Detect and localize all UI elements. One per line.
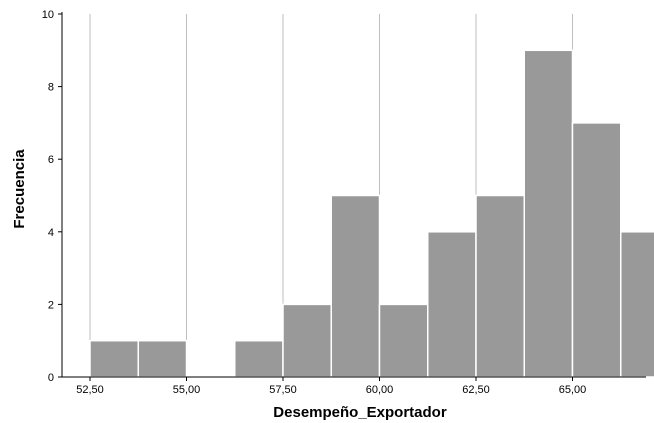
bars-layer <box>89 49 654 378</box>
histogram-bar-3 <box>234 339 284 378</box>
x-tick-label-4: 62,50 <box>462 384 490 396</box>
histogram-bar-7 <box>427 231 477 378</box>
histogram-bar-1 <box>137 339 188 378</box>
histogram-bar-9 <box>523 49 574 378</box>
histogram-bar-11 <box>620 231 654 378</box>
axes-layer <box>61 12 646 378</box>
y-tick-label-2: 4 <box>48 227 54 239</box>
histogram-bar-4 <box>282 303 332 378</box>
histogram-bar-0 <box>89 339 139 378</box>
y-tick-label-1: 2 <box>48 299 54 311</box>
histogram-bar-5 <box>330 194 381 378</box>
histogram-bar-8 <box>475 194 525 378</box>
x-tick-label-0: 52,50 <box>76 384 104 396</box>
x-tick-label-2: 57,50 <box>269 384 297 396</box>
histogram-bar-10 <box>571 122 622 378</box>
y-tick-label-0: 0 <box>48 372 54 384</box>
x-tick-label-3: 60,00 <box>366 384 394 396</box>
x-tick-label-5: 65,00 <box>559 384 587 396</box>
ticks-layer: 0 2 4 6 8 10 52,50 55,00 57,50 60,00 62,50 65,00 <box>42 9 587 396</box>
y-tick-label-3: 6 <box>48 154 54 166</box>
y-tick-label-4: 8 <box>48 82 54 94</box>
x-axis-title: Desempeño_Exportador <box>273 404 447 421</box>
histogram-bar-6 <box>378 303 429 378</box>
x-tick-label-1: 55,00 <box>173 384 201 396</box>
y-tick-label-5: 10 <box>42 9 54 21</box>
y-axis-title: Frecuencia <box>11 149 28 229</box>
